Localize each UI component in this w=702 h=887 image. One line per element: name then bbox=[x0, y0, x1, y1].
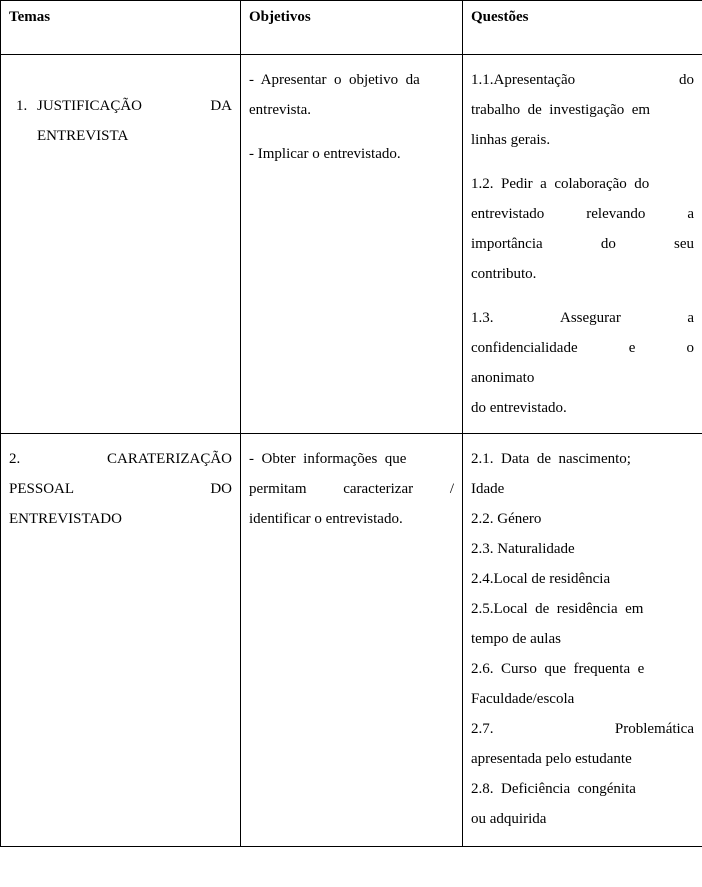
q22: 2.2. Género bbox=[471, 504, 694, 534]
q13-l2-a: confidencialidade bbox=[471, 333, 578, 363]
q28-l2: ou adquirida bbox=[471, 804, 694, 834]
q13-line4: do entrevistado. bbox=[471, 393, 694, 423]
interview-guide-table: Temas Objetivos Questões JUSTIFICAÇÃO DA… bbox=[0, 0, 702, 847]
q12-l2-b: relevando bbox=[586, 199, 645, 229]
questoes-1: 1.1.Apresentação do trabalho de investig… bbox=[463, 55, 702, 434]
t2-l2-a: PESSOAL bbox=[9, 474, 74, 504]
tema-1: JUSTIFICAÇÃO DA ENTREVISTA bbox=[1, 55, 241, 434]
o2-l2-m: caracterizar bbox=[343, 474, 413, 504]
q12-l3-a: importância bbox=[471, 229, 543, 259]
q27-l2: apresentada pelo estudante bbox=[471, 744, 694, 774]
q27-l1-b: Problemática bbox=[615, 714, 694, 744]
questoes-2: 2.1. Data de nascimento; Idade 2.2. Géne… bbox=[463, 434, 702, 847]
obj1-line1: - Apresentar o objetivo da bbox=[249, 65, 454, 95]
q13-line3: anonimato bbox=[471, 363, 694, 393]
t2-l1-a: 2. bbox=[9, 444, 20, 474]
o2-l3: identificar o entrevistado. bbox=[249, 504, 454, 534]
table-row: JUSTIFICAÇÃO DA ENTREVISTA - Apresentar … bbox=[1, 55, 702, 434]
header-objetivos: Objetivos bbox=[241, 1, 463, 55]
q26-l2: Faculdade/escola bbox=[471, 684, 694, 714]
q12-line1: 1.2. Pedir a colaboração do bbox=[471, 169, 694, 199]
q21-l1: 2.1. Data de nascimento; bbox=[471, 444, 694, 474]
q26-l1: 2.6. Curso que frequenta e bbox=[471, 654, 694, 684]
q13-l1-a: 1.3. bbox=[471, 303, 494, 333]
t2-l1-b: CARATERIZAÇÃO bbox=[107, 444, 232, 474]
q11-l: 1.1.Apresentação bbox=[471, 65, 575, 95]
q11-line2: trabalho de investigação em bbox=[471, 95, 694, 125]
q13-l2-b: e bbox=[629, 333, 636, 363]
q13-l1-c: a bbox=[687, 303, 694, 333]
obj1-line2: entrevista. bbox=[249, 95, 454, 125]
o2-l2-b: / bbox=[450, 474, 454, 504]
tema1-word1: JUSTIFICAÇÃO bbox=[37, 91, 142, 121]
q25-l2: tempo de aulas bbox=[471, 624, 694, 654]
o2-l1: - Obter informações que bbox=[249, 444, 454, 474]
table-row: 2. CARATERIZAÇÃO PESSOAL DO ENTREVISTADO… bbox=[1, 434, 702, 847]
q12-line4: contributo. bbox=[471, 259, 694, 289]
obj2: - Implicar o entrevistado. bbox=[249, 139, 454, 169]
q21-l2: Idade bbox=[471, 474, 694, 504]
q11-r: do bbox=[679, 65, 694, 95]
t2-l3: ENTREVISTADO bbox=[9, 504, 232, 534]
q12-l3-b: do bbox=[601, 229, 616, 259]
o2-l2-a: permitam bbox=[249, 474, 306, 504]
q24: 2.4.Local de residência bbox=[471, 564, 694, 594]
tema1-line2: ENTREVISTA bbox=[37, 121, 232, 151]
q27-l1-a: 2.7. bbox=[471, 714, 494, 744]
tema1-word2: DA bbox=[210, 91, 232, 121]
q13-l1-b: Assegurar bbox=[560, 303, 621, 333]
q25-l1: 2.5.Local de residência em bbox=[471, 594, 694, 624]
q23: 2.3. Naturalidade bbox=[471, 534, 694, 564]
q12-l2-a: entrevistado bbox=[471, 199, 544, 229]
tema-2: 2. CARATERIZAÇÃO PESSOAL DO ENTREVISTADO bbox=[1, 434, 241, 847]
objetivos-2: - Obter informações que permitam caracte… bbox=[241, 434, 463, 847]
q12-l2-c: a bbox=[687, 199, 694, 229]
table-header-row: Temas Objetivos Questões bbox=[1, 1, 702, 55]
t2-l2-b: DO bbox=[210, 474, 232, 504]
q28-l1: 2.8. Deficiência congénita bbox=[471, 774, 694, 804]
q13-l2-c: o bbox=[686, 333, 694, 363]
q12-l3-c: seu bbox=[674, 229, 694, 259]
header-questoes: Questões bbox=[463, 1, 702, 55]
q11-line3: linhas gerais. bbox=[471, 125, 694, 155]
objetivos-1: - Apresentar o objetivo da entrevista. -… bbox=[241, 55, 463, 434]
header-temas: Temas bbox=[1, 1, 241, 55]
